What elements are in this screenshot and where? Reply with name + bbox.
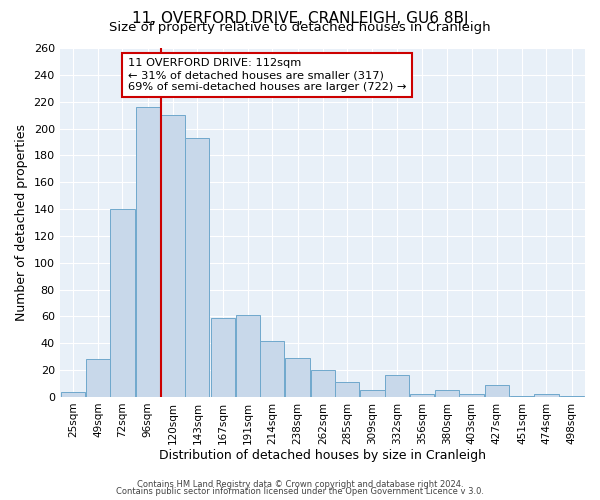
- Bar: [260, 340, 284, 397]
- Bar: [361, 390, 385, 397]
- Bar: [385, 376, 409, 397]
- Bar: [510, 396, 535, 397]
- Text: Contains public sector information licensed under the Open Government Licence v : Contains public sector information licen…: [116, 488, 484, 496]
- Bar: [136, 107, 160, 397]
- Bar: [560, 396, 584, 397]
- Text: 11, OVERFORD DRIVE, CRANLEIGH, GU6 8BJ: 11, OVERFORD DRIVE, CRANLEIGH, GU6 8BJ: [132, 12, 468, 26]
- Y-axis label: Number of detached properties: Number of detached properties: [15, 124, 28, 321]
- Bar: [286, 358, 310, 397]
- Bar: [311, 370, 335, 397]
- Bar: [485, 385, 509, 397]
- X-axis label: Distribution of detached houses by size in Cranleigh: Distribution of detached houses by size …: [159, 450, 486, 462]
- Bar: [460, 394, 484, 397]
- Bar: [61, 392, 85, 397]
- Bar: [185, 138, 209, 397]
- Bar: [211, 318, 235, 397]
- Bar: [435, 390, 460, 397]
- Bar: [161, 115, 185, 397]
- Bar: [86, 360, 110, 397]
- Bar: [236, 315, 260, 397]
- Text: Size of property relative to detached houses in Cranleigh: Size of property relative to detached ho…: [109, 22, 491, 35]
- Bar: [110, 209, 134, 397]
- Bar: [410, 394, 434, 397]
- Text: 11 OVERFORD DRIVE: 112sqm
← 31% of detached houses are smaller (317)
69% of semi: 11 OVERFORD DRIVE: 112sqm ← 31% of detac…: [128, 58, 406, 92]
- Bar: [535, 394, 559, 397]
- Text: Contains HM Land Registry data © Crown copyright and database right 2024.: Contains HM Land Registry data © Crown c…: [137, 480, 463, 489]
- Bar: [335, 382, 359, 397]
